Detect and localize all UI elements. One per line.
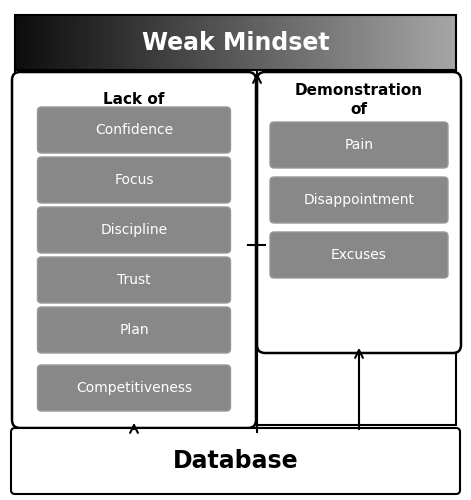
FancyBboxPatch shape bbox=[38, 157, 230, 203]
Text: Trust: Trust bbox=[117, 273, 151, 287]
Text: Confidence: Confidence bbox=[95, 123, 173, 137]
FancyBboxPatch shape bbox=[12, 72, 256, 428]
FancyBboxPatch shape bbox=[15, 70, 456, 425]
Text: Discipline: Discipline bbox=[100, 223, 168, 237]
FancyBboxPatch shape bbox=[270, 232, 448, 278]
Text: Competitiveness: Competitiveness bbox=[76, 381, 192, 395]
Text: Disappointment: Disappointment bbox=[303, 193, 414, 207]
FancyBboxPatch shape bbox=[270, 122, 448, 168]
FancyBboxPatch shape bbox=[257, 72, 461, 353]
Text: Lack of: Lack of bbox=[103, 92, 165, 108]
Text: Focus: Focus bbox=[114, 173, 154, 187]
FancyBboxPatch shape bbox=[270, 177, 448, 223]
Text: Pain: Pain bbox=[344, 138, 374, 152]
Text: Database: Database bbox=[173, 449, 298, 473]
FancyBboxPatch shape bbox=[38, 307, 230, 353]
FancyBboxPatch shape bbox=[38, 207, 230, 253]
FancyBboxPatch shape bbox=[38, 107, 230, 153]
Text: Weak Mindset: Weak Mindset bbox=[142, 30, 329, 54]
Text: Excuses: Excuses bbox=[331, 248, 387, 262]
Text: Plan: Plan bbox=[119, 323, 149, 337]
Text: Demonstration
of: Demonstration of bbox=[295, 83, 423, 117]
FancyBboxPatch shape bbox=[11, 428, 460, 494]
FancyBboxPatch shape bbox=[38, 257, 230, 303]
FancyBboxPatch shape bbox=[38, 365, 230, 411]
